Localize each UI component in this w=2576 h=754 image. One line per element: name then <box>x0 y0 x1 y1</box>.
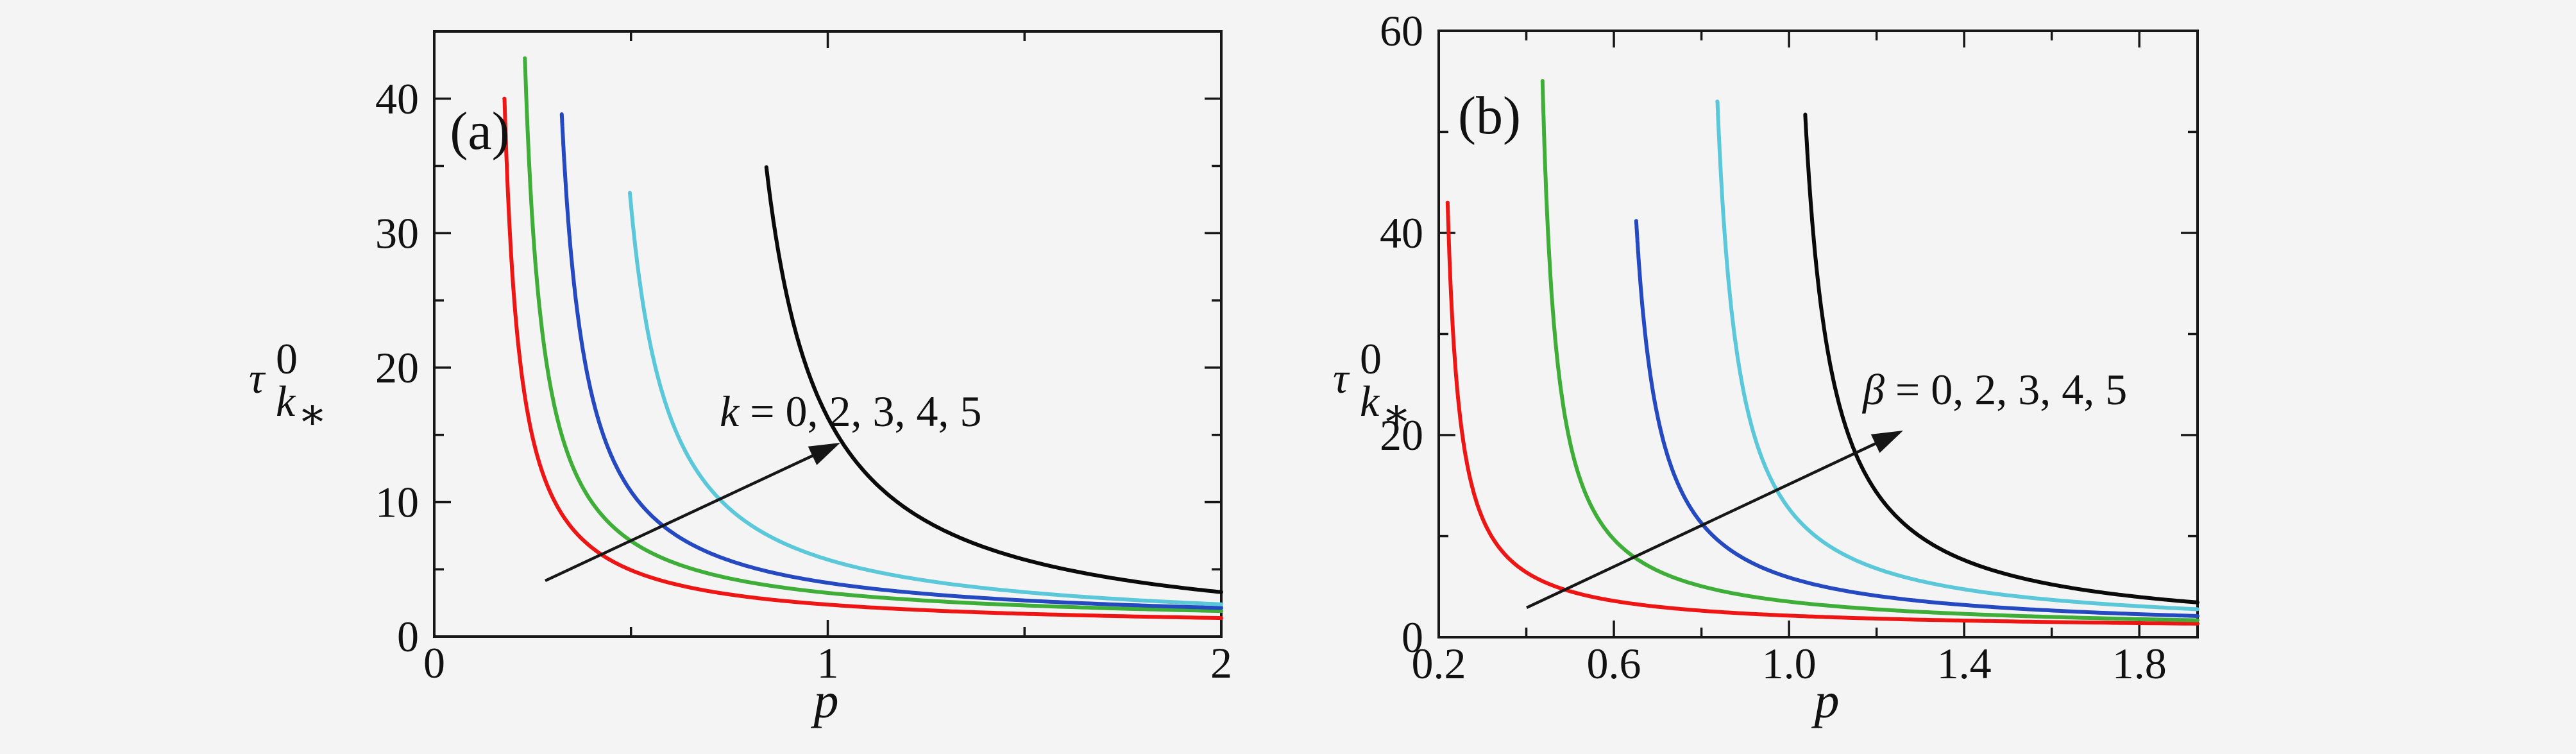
ylabel-superscript: 0 <box>1360 334 1382 383</box>
x-tick-label: 1 <box>817 638 839 687</box>
annotation-values: = 0, 2, 3, 4, 5 <box>739 387 981 436</box>
annotation-text: β = 0, 2, 3, 4, 5 <box>1861 365 2127 414</box>
annotation-arrowhead <box>808 443 840 465</box>
curve-k-5 <box>764 165 1223 594</box>
curve-k-4 <box>627 191 1223 606</box>
ylabel-base: τ <box>1333 354 1350 402</box>
annotation-variable: k <box>720 387 740 436</box>
y-tick-label: 30 <box>375 209 419 257</box>
curve-β-2 <box>1540 79 2199 622</box>
annotation-text: k = 0, 2, 3, 4, 5 <box>720 387 982 436</box>
curve-β-4 <box>1715 99 2199 612</box>
panel-label-a: (a) <box>450 101 509 161</box>
ylabel-base: τ <box>249 354 266 402</box>
x-tick-label: 1.8 <box>2112 639 2167 688</box>
y-tick-label: 10 <box>375 477 419 526</box>
ylabel-subsubscript: ∗ <box>1382 390 1411 438</box>
x-tick-label: 0.6 <box>1587 639 1641 688</box>
curve-k-3 <box>559 112 1223 610</box>
x-tick-label: 1.4 <box>1937 639 1992 688</box>
x-axis-label-b: p <box>1811 673 1840 728</box>
axes-box-b <box>1437 30 2199 638</box>
y-axis-label-b: τ 0k ∗ <box>1333 334 1411 438</box>
curve-β-0 <box>1445 200 2199 626</box>
ylabel-subscript: k <box>276 377 296 425</box>
ylabel-subsubscript: ∗ <box>298 390 327 438</box>
x-tick-label: 2 <box>1210 638 1232 687</box>
annotation-variable: β <box>1861 365 1885 414</box>
y-tick-label: 40 <box>1380 209 1423 257</box>
annotation-arrow-line <box>1526 440 1881 610</box>
y-tick-label: 0 <box>397 612 419 661</box>
annotation-arrow-line <box>545 452 818 583</box>
axes-box-a <box>433 30 1223 638</box>
curve-β-3 <box>1634 219 2199 618</box>
annotation-values: = 0, 2, 3, 4, 5 <box>1885 365 2127 414</box>
ylabel-superscript: 0 <box>276 334 298 383</box>
ylabel-subscript: k <box>1360 377 1380 425</box>
x-tick-label: 0 <box>423 638 445 687</box>
curve-k-0 <box>502 96 1223 621</box>
annotation-arrowhead <box>1870 431 1903 453</box>
panel-label-b: (b) <box>1458 86 1521 146</box>
x-axis-label-a: p <box>811 673 839 728</box>
curve-β-5 <box>1803 112 2199 604</box>
y-tick-label: 20 <box>1380 411 1423 459</box>
y-tick-label: 0 <box>1402 613 1423 662</box>
x-tick-label: 0.2 <box>1412 639 1466 688</box>
x-tick-label: 1.0 <box>1762 639 1817 688</box>
panel-b: 0.2 0.6 1.0 1.4 1.8 0 20 40 60 β = 0, 2, 3, 4, 5 (… <box>1333 6 2199 728</box>
curve-k-2 <box>523 56 1223 613</box>
y-tick-label: 60 <box>1380 6 1423 55</box>
y-tick-label: 20 <box>375 343 419 392</box>
y-tick-label: 40 <box>375 74 419 123</box>
y-axis-label-a: τ 0k ∗ <box>249 334 327 438</box>
